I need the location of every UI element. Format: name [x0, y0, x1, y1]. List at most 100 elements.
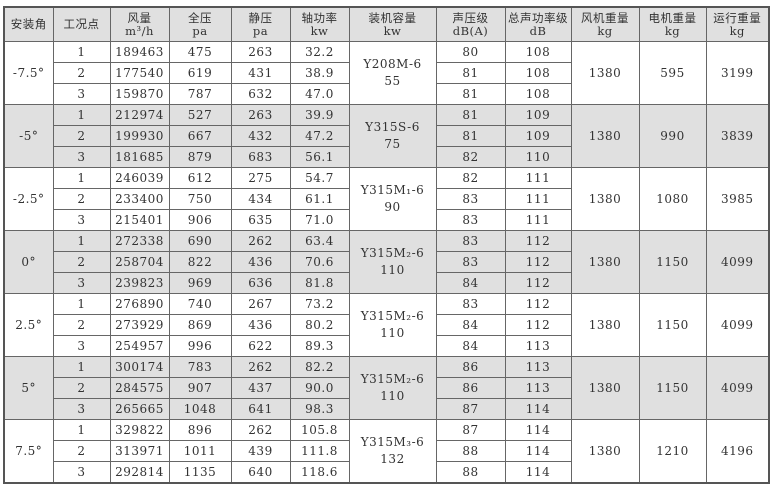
motor-kw: 55	[384, 74, 401, 88]
header-label: 总声功率级	[508, 10, 568, 25]
table-row: 2 284575 907 437 90.0 86 113	[4, 377, 769, 399]
sound-pressure-level-cell: 80	[435, 41, 506, 63]
running-weight-cell: 4099	[705, 230, 770, 294]
static-pressure-cell: 262	[230, 230, 291, 252]
static-pressure-cell: 267	[230, 293, 291, 315]
total-pressure-cell: 869	[168, 314, 232, 336]
motor-model: Y315M₁-6	[360, 183, 425, 197]
static-pressure-cell: 683	[230, 146, 291, 168]
static-pressure-cell: 263	[230, 104, 291, 126]
table-row: 2 258704 822 436 70.6 83 112	[4, 251, 769, 273]
install-angle-cell: 5°	[3, 356, 54, 420]
motor-capacity-cell: Y315M₃-6 132	[348, 419, 437, 484]
sound-power-level-cell: 112	[504, 314, 572, 336]
shaft-power-cell: 38.9	[289, 62, 350, 84]
table-row: -5° 1 212974 527 263 39.9 Y315S-6 75 81 109 1380 99…	[3, 104, 770, 168]
sound-pressure-level-cell: 86	[435, 377, 506, 399]
sound-pressure-level-cell: 84	[435, 335, 506, 357]
header-unit: dB(A)	[452, 23, 489, 38]
sound-power-level-cell: 112	[504, 293, 572, 315]
header-unit: m³/h	[125, 23, 154, 38]
motor-weight-cell: 990	[638, 104, 707, 168]
total-pressure-cell: 787	[168, 83, 232, 105]
static-pressure-cell: 431	[230, 62, 291, 84]
fan-weight-cell: 1380	[570, 356, 640, 420]
sound-pressure-level-cell: 84	[435, 314, 506, 336]
operating-point-cell: 1	[52, 230, 111, 252]
sound-power-level-cell: 113	[504, 377, 572, 399]
header-running-weight: 运行重量 kg	[705, 6, 770, 42]
total-pressure-cell: 619	[168, 62, 232, 84]
total-pressure-cell: 822	[168, 251, 232, 273]
sound-power-level-cell: 109	[504, 104, 572, 126]
motor-capacity-cell: Y315M₂-6 110	[348, 356, 437, 420]
sound-power-level-cell: 110	[504, 146, 572, 168]
total-pressure-cell: 996	[168, 335, 232, 357]
sound-pressure-level-cell: 87	[435, 419, 506, 441]
static-pressure-cell: 640	[230, 461, 291, 484]
operating-point-cell: 2	[52, 440, 111, 462]
shaft-power-cell: 63.4	[289, 230, 350, 252]
sound-power-level-cell: 114	[504, 398, 572, 420]
airflow-cell: 313971	[109, 440, 170, 462]
motor-model: Y315M₂-6	[360, 309, 425, 323]
table-row: 2 313971 1011 439 111.8 88 114	[4, 440, 769, 462]
sound-pressure-level-cell: 83	[435, 230, 506, 252]
header-shaft-power: 轴功率 kw	[289, 6, 350, 42]
shaft-power-cell: 71.0	[289, 209, 350, 231]
header-label: 电机重量	[648, 10, 697, 25]
sound-power-level-cell: 108	[504, 83, 572, 105]
sound-power-level-cell: 113	[504, 335, 572, 357]
motor-capacity-cell: Y315S-6 75	[348, 104, 437, 168]
sound-power-level-cell: 109	[504, 125, 572, 147]
sound-power-level-cell: 114	[504, 461, 572, 484]
header-sound-pressure-level: 声压级 dB(A)	[435, 6, 506, 42]
motor-model: Y315S-6	[365, 120, 420, 134]
shaft-power-cell: 39.9	[289, 104, 350, 126]
static-pressure-cell: 436	[230, 251, 291, 273]
header-label: 风机重量	[581, 10, 629, 25]
header-unit: kg	[664, 23, 681, 38]
header-unit: pa	[252, 23, 269, 38]
table-row: -7.5° 1 189463 475 263 32.2 Y208M-6 55 80 108 1380…	[3, 41, 770, 105]
operating-point-cell: 2	[52, 251, 111, 273]
shaft-power-cell: 90.0	[289, 377, 350, 399]
motor-kw: 110	[380, 263, 405, 277]
shaft-power-cell: 80.2	[289, 314, 350, 336]
static-pressure-cell: 432	[230, 125, 291, 147]
operating-point-cell: 3	[52, 398, 111, 420]
running-weight-cell: 4099	[705, 293, 770, 357]
table-body: -7.5° 1 189463 475 263 32.2 Y208M-6 55 80 108 1380…	[3, 41, 770, 484]
sound-pressure-level-cell: 81	[435, 125, 506, 147]
total-pressure-cell: 1011	[168, 440, 232, 462]
total-pressure-cell: 1048	[168, 398, 232, 420]
motor-weight-cell: 1210	[638, 419, 707, 484]
sound-power-level-cell: 111	[504, 188, 572, 210]
total-pressure-cell: 475	[168, 41, 232, 63]
total-pressure-cell: 969	[168, 272, 232, 294]
table-row: 2 273929 869 436 80.2 84 112	[4, 314, 769, 336]
static-pressure-cell: 439	[230, 440, 291, 462]
shaft-power-cell: 118.6	[289, 461, 350, 484]
table-row: 3 159870 787 632 47.0 81 108	[4, 83, 769, 105]
header-install-angle: 安装角	[3, 6, 54, 42]
static-pressure-cell: 636	[230, 272, 291, 294]
fan-performance-table: 安装角 工况点 风量 m³/h 全压 pa 静压 pa 轴功率 kw 装机容量 kw 声压级 dB(A) 总…	[3, 6, 770, 484]
airflow-cell: 215401	[109, 209, 170, 231]
shaft-power-cell: 47.0	[289, 83, 350, 105]
sound-power-level-cell: 108	[504, 62, 572, 84]
motor-model: Y208M-6	[363, 57, 422, 71]
static-pressure-cell: 275	[230, 167, 291, 189]
fan-weight-cell: 1380	[570, 167, 640, 231]
shaft-power-cell: 32.2	[289, 41, 350, 63]
operating-point-cell: 1	[52, 167, 111, 189]
header-unit: dB	[529, 23, 547, 38]
sound-pressure-level-cell: 82	[435, 146, 506, 168]
header-total-pressure: 全压 pa	[168, 6, 232, 42]
airflow-cell: 199930	[109, 125, 170, 147]
shaft-power-cell: 56.1	[289, 146, 350, 168]
install-angle-cell: -2.5°	[3, 167, 54, 231]
sound-pressure-level-cell: 81	[435, 83, 506, 105]
airflow-cell: 181685	[109, 146, 170, 168]
sound-power-level-cell: 112	[504, 251, 572, 273]
